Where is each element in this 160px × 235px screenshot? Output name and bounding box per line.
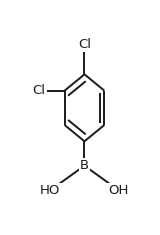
Text: HO: HO [40, 184, 61, 197]
Text: Cl: Cl [78, 38, 91, 51]
Text: OH: OH [108, 184, 129, 197]
Text: B: B [80, 159, 89, 172]
Text: Cl: Cl [33, 84, 46, 97]
